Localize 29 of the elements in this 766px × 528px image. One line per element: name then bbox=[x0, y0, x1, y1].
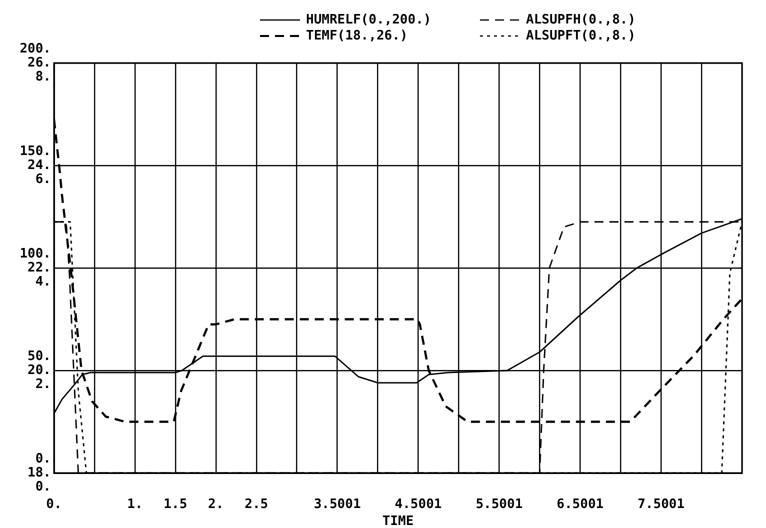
legend-label: TEMF(18.,26.) bbox=[306, 28, 408, 44]
legend-label: ALSUPFT(0.,8.) bbox=[526, 28, 636, 44]
x-tick-label: 6.5001 bbox=[556, 497, 604, 512]
x-tick-label: 2. bbox=[208, 497, 224, 512]
y3-tick-label: 6. bbox=[35, 172, 51, 187]
y-tick-label: 0. bbox=[35, 451, 51, 466]
x-tick-label: 1.5 bbox=[164, 497, 188, 512]
y-tick-label: 50. bbox=[28, 348, 51, 364]
x-tick-label: 2.5 bbox=[244, 497, 268, 512]
y3-tick-label: 2. bbox=[35, 376, 51, 392]
y2-tick-label: 26. bbox=[28, 55, 51, 70]
y2-tick-label: 18. bbox=[28, 465, 51, 480]
y-tick-label: 100. bbox=[20, 246, 51, 262]
y3-tick-label: 4. bbox=[35, 274, 51, 290]
y-tick-label: 150. bbox=[20, 144, 51, 159]
x-tick-label: 4.5001 bbox=[394, 497, 442, 512]
legend-label: ALSUPFH(0.,8.) bbox=[526, 12, 636, 28]
legend-label: HUMRELF(0.,200.) bbox=[306, 12, 432, 28]
x-tick-label: 7.5001 bbox=[638, 497, 685, 512]
x-tick-label: 3.5001 bbox=[314, 497, 361, 512]
y-tick-label: 200. bbox=[20, 41, 51, 56]
x-axis-title: TIME bbox=[382, 514, 414, 528]
y2-tick-label: 24. bbox=[28, 158, 51, 173]
y2-tick-label: 22. bbox=[28, 260, 51, 276]
y3-tick-label: 8. bbox=[35, 69, 51, 84]
x-tick-label: 1. bbox=[127, 497, 143, 512]
x-tick-label: 0. bbox=[46, 497, 62, 512]
y2-tick-label: 20. bbox=[28, 362, 51, 378]
x-tick-label: 5.5001 bbox=[476, 497, 523, 512]
